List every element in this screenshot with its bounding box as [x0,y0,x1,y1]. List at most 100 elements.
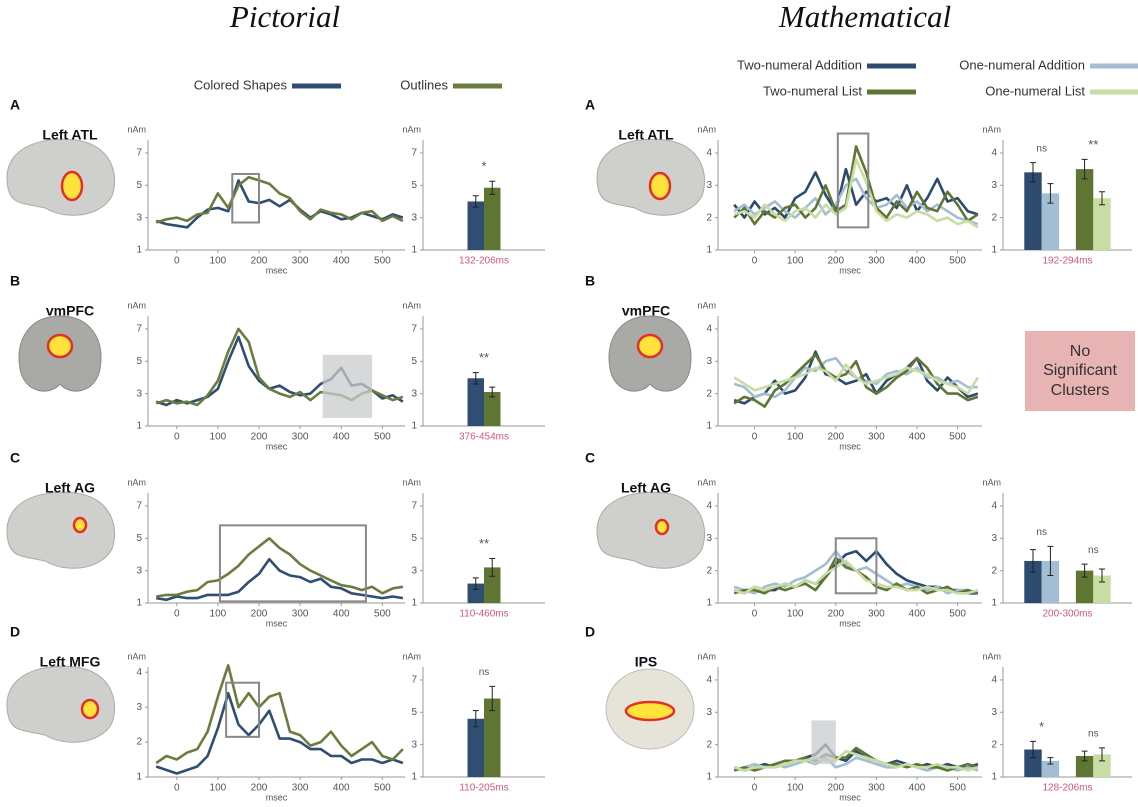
y-tick-label: 5 [411,180,417,191]
significance-label: ns [1036,143,1047,154]
y-tick-label: 2 [706,565,712,576]
y-tick-label: 1 [991,245,997,256]
x-axis-label: msec [266,441,288,451]
y-tick-label: 3 [136,565,142,576]
x-tick-label: 400 [909,256,926,267]
region-title: vmPFC [46,303,94,319]
y-tick-label: 7 [411,501,417,512]
panel-letter: D [10,624,20,640]
x-tick-label: 400 [333,609,350,620]
significance-label: ** [479,536,489,551]
region-title: Left ATL [618,127,674,143]
y-tick-label: 4 [991,675,997,686]
legend-label: Outlines [400,77,448,92]
y-axis-label: nAm [402,477,421,487]
x-tick-label: 400 [333,432,350,443]
region-highlight [48,335,72,357]
x-tick-label: 300 [868,256,885,267]
y-tick-label: 1 [136,245,142,256]
y-tick-label: 5 [411,707,417,718]
y-tick-label: 3 [991,707,997,718]
x-tick-label: 300 [868,609,885,620]
region-title: IPS [635,654,658,670]
y-tick-label: 1 [411,772,417,783]
y-tick-label: 3 [991,533,997,544]
x-tick-label: 0 [752,783,758,794]
y-tick-label: 3 [706,356,712,367]
significance-label: ns [1088,729,1099,740]
region-title: Left AG [621,480,671,496]
y-tick-label: 1 [706,598,712,609]
note-text: No Significant Clusters [1025,331,1135,411]
x-tick-label: 500 [949,256,966,267]
legend-label: Two-numeral List [763,83,862,98]
y-tick-label: 7 [411,324,417,335]
x-tick-label: 500 [374,432,391,443]
y-tick-label: 5 [411,533,417,544]
y-tick-label: 1 [991,772,997,783]
y-tick-label: 3 [136,702,142,713]
y-tick-label: 1 [411,598,417,609]
y-tick-label: 4 [136,667,142,678]
x-tick-label: 100 [210,609,227,620]
y-tick-label: 4 [991,148,997,159]
y-axis-label: nAm [127,477,146,487]
bar [1093,198,1110,250]
series-line [156,665,403,763]
legend-label: One-numeral Addition [959,57,1085,72]
region-highlight [62,172,82,200]
x-tick-label: 0 [174,432,180,443]
window-label: 132-206ms [459,256,509,267]
window-label: 110-205ms [459,783,508,794]
x-axis-label: msec [266,265,288,275]
region-highlight [82,700,98,718]
y-axis-label: nAm [127,124,146,134]
panel-letter: A [585,97,595,113]
y-axis-label: nAm [697,124,716,134]
x-tick-label: 0 [174,609,180,620]
panel-letter: C [585,450,595,466]
window-label: 192-294ms [1042,256,1092,267]
y-tick-label: 3 [136,388,142,399]
y-tick-label: 2 [991,739,997,750]
highlight-window [836,538,877,593]
series-line [156,177,403,222]
y-tick-label: 3 [411,212,417,223]
x-tick-label: 300 [292,256,309,267]
y-tick-label: 3 [991,180,997,191]
y-tick-label: 1 [411,421,417,432]
window-label: 200-300ms [1042,609,1092,620]
region-highlight [650,173,670,199]
bar [1024,172,1041,250]
brain [7,492,115,568]
y-axis-label: nAm [402,124,421,134]
y-tick-label: 7 [411,675,417,686]
x-tick-label: 100 [210,256,227,267]
y-axis-label: nAm [982,124,1001,134]
series-line [156,693,403,773]
y-axis-label: nAm [697,477,716,487]
y-tick-label: 1 [411,245,417,256]
x-tick-label: 100 [787,609,804,620]
region-highlight [638,335,662,357]
y-tick-label: 1 [706,245,712,256]
y-tick-label: 1 [136,421,142,432]
page: Pictorial Mathematical Colored ShapesOut… [0,0,1138,807]
brain [7,666,115,742]
panel-letter: B [10,273,20,289]
x-tick-label: 100 [210,432,227,443]
note-box: No Significant Clusters [1025,331,1135,411]
y-tick-label: 4 [706,324,712,335]
y-tick-label: 1 [706,772,712,783]
y-tick-label: 7 [136,148,142,159]
y-tick-label: 3 [706,533,712,544]
x-axis-label: msec [839,441,861,451]
region-highlight [626,702,674,720]
y-axis-label: nAm [982,477,1001,487]
x-axis-label: msec [839,265,861,275]
x-tick-label: 100 [787,256,804,267]
y-tick-label: 7 [136,324,142,335]
y-axis-label: nAm [127,300,146,310]
x-tick-label: 300 [868,783,885,794]
column-title: Mathematical [778,0,951,34]
